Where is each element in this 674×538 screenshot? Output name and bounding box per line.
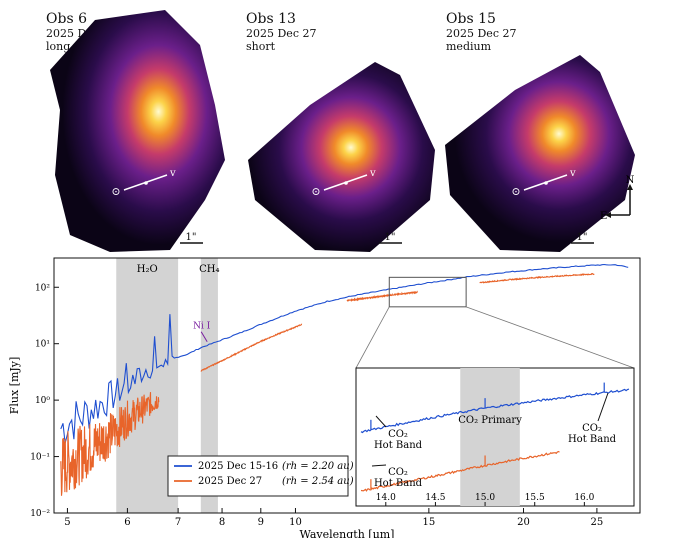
legend-label-0: 2025 Dec 15-16 — [198, 461, 278, 472]
x-tick-label: 9 — [258, 517, 264, 528]
zoom-connector-right — [465, 306, 635, 369]
x-tick-label: 5 — [64, 517, 70, 528]
series-lines — [60, 263, 629, 496]
band-regions: H₂O CH₄ — [116, 258, 220, 513]
x-axis-label: Wavelength [µm] — [300, 528, 395, 538]
annotations: Ni I — [193, 322, 211, 342]
sun-symbol: ⊙ — [511, 185, 520, 198]
obs-image-2: ⊙ v 1" — [248, 62, 435, 252]
inset-line-blue — [360, 388, 630, 434]
band-label: H₂O — [137, 264, 158, 275]
zoom-box — [388, 276, 467, 308]
plot-frame — [53, 257, 641, 514]
legend-box — [167, 455, 349, 497]
series-line-1-1 — [200, 323, 303, 372]
series-line-1-3 — [479, 272, 595, 284]
y-axis-label: Flux [mJy] — [8, 357, 21, 415]
x-tick-label: 6 — [124, 517, 130, 528]
obs-title: Obs 6 — [46, 11, 87, 27]
hotband-label-line2: Hot Band — [374, 478, 423, 489]
legend-rh-0: (rh = 2.20 au) — [282, 461, 354, 472]
legend-label-1: 2025 Dec 27 — [198, 476, 262, 487]
zoom-connector-left — [355, 306, 390, 369]
inset-band — [460, 368, 520, 506]
legend-rh-1: (rh = 2.54 au) — [282, 476, 354, 487]
velocity-label: v — [169, 168, 176, 179]
axes: 5 6 7 8 9 10 15 20 25 10⁻² 10⁻¹ 10⁰ 10¹ 10² Wavelength… — [8, 283, 603, 538]
inset-x-tick-label: 14.0 — [376, 493, 396, 503]
series-line-1-2 — [346, 290, 418, 302]
obs-date: 2025 Dec 27 — [446, 27, 517, 40]
x-tick-label: 20 — [517, 517, 530, 528]
inset-x-tick-label: 15.0 — [475, 493, 495, 503]
inset-x-tick-label: 14.5 — [425, 493, 445, 503]
sun-symbol: ⊙ — [311, 185, 320, 198]
x-tick-label: 25 — [591, 517, 604, 528]
y-tick-label: 10⁻¹ — [30, 453, 50, 463]
band-1 — [200, 258, 218, 513]
obs-panel-2: Obs 13 2025 Dec 27 short ⊙ v 1" — [240, 0, 440, 255]
obs-title: Obs 13 — [246, 11, 296, 27]
y-tick-label: 10¹ — [35, 340, 50, 350]
inset-line-orange — [360, 450, 560, 492]
obs-mode: medium — [446, 40, 492, 53]
obs-mode: long — [46, 40, 71, 53]
annotation-ni: Ni I — [193, 322, 211, 332]
series-line-0-0 — [60, 263, 629, 444]
scale-label: 1" — [186, 232, 197, 243]
spectrum-chart: H₂O CH₄ 5 6 7 8 9 10 15 20 25 10⁻² 10⁻¹ 10⁰ 10¹ 10² Wav… — [8, 257, 641, 538]
compass-east: E — [600, 211, 607, 222]
hotband-arrow — [371, 464, 387, 467]
inset-x-tick-label: 15.5 — [525, 493, 545, 503]
x-tick-label: 7 — [175, 517, 181, 528]
y-tick-label: 10² — [35, 283, 50, 293]
legend: 2025 Dec 15-16 (rh = 2.20 au) 2025 Dec 27 (… — [167, 455, 354, 497]
series-line-1-0 — [60, 392, 160, 496]
obs-panel-3: Obs 15 2025 Dec 27 medium ⊙ v 1" — [440, 0, 640, 255]
y-tick-label: 10⁰ — [35, 396, 50, 406]
hotband-label-line1: CO₂ — [388, 429, 408, 440]
scale-label: 1" — [385, 232, 396, 243]
compass: N E — [600, 175, 635, 222]
x-tick-label: 8 — [219, 517, 225, 528]
x-tick-label: 15 — [422, 517, 435, 528]
hotband-arrow — [375, 415, 387, 428]
obs-mode: short — [246, 40, 276, 53]
annotation-arrow — [200, 331, 208, 342]
hotband-label-line1: CO₂ — [388, 467, 408, 478]
x-tick-label: 10 — [289, 517, 302, 528]
inset-band-label: CO₂ Primary — [458, 415, 522, 426]
obs-date: 2025 Dec 27 — [246, 27, 317, 40]
zoom-connector — [355, 276, 635, 369]
band-label: CH₄ — [199, 264, 219, 275]
sun-symbol: ⊙ — [111, 185, 120, 198]
obs-panel-1: Obs 6 2025 Dec 16 long ⊙ v 1" — [40, 0, 240, 255]
obs-image-3: ⊙ v 1" — [445, 55, 635, 252]
inset-x-tick-label: 16.0 — [574, 493, 594, 503]
hotband-arrow — [597, 392, 609, 422]
hotband-label-line2: Hot Band — [374, 440, 423, 451]
obs-title: Obs 15 — [446, 11, 496, 27]
hotband-label-line1: CO₂ — [582, 423, 602, 434]
hotband-label-line2: Hot Band — [568, 434, 617, 445]
velocity-label: v — [569, 168, 576, 179]
compass-north: N — [626, 175, 635, 186]
y-tick-label: 10⁻² — [30, 509, 50, 519]
scale-label: 1" — [577, 232, 588, 243]
velocity-label: v — [369, 168, 376, 179]
obs-image-1: ⊙ v 1" — [50, 10, 225, 252]
